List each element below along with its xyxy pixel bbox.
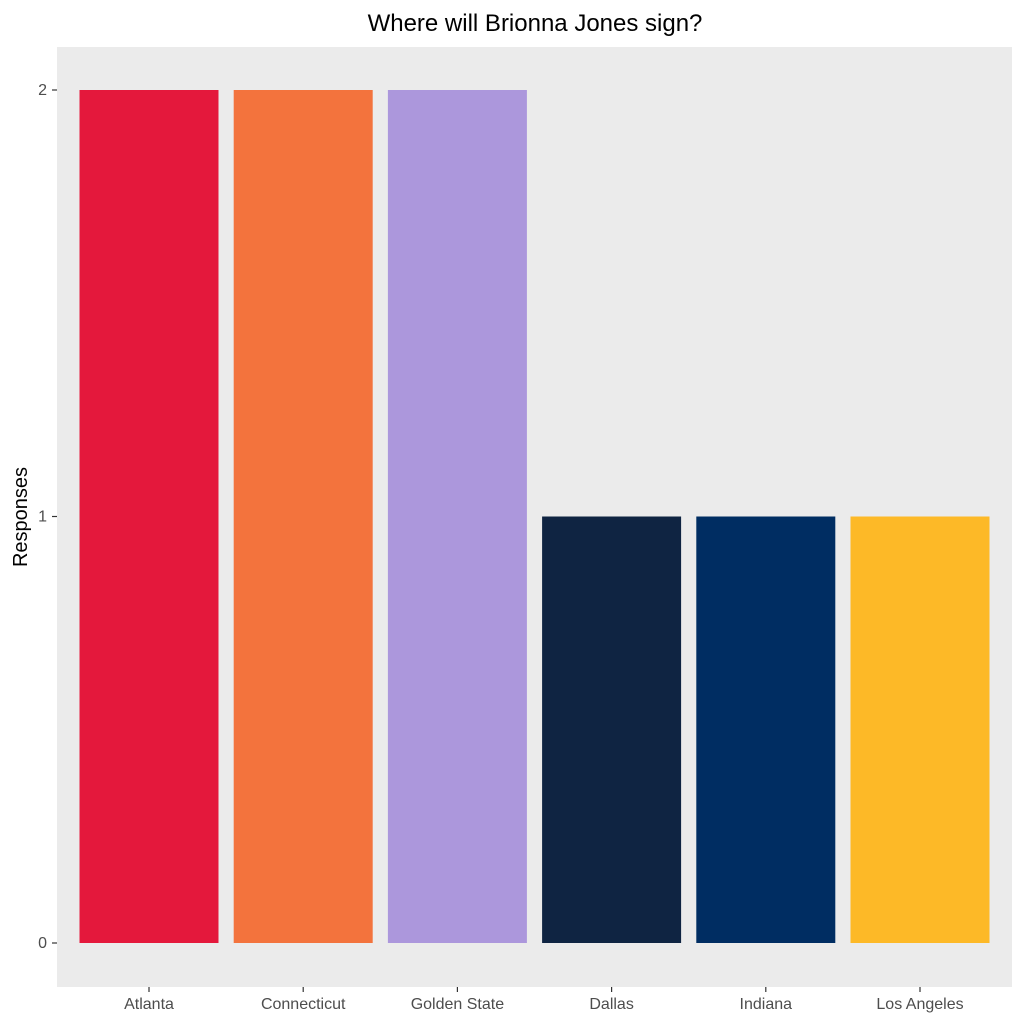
x-tick-label: Dallas <box>589 996 633 1013</box>
bars-layer <box>79 90 990 943</box>
bar-dallas <box>542 516 682 943</box>
x-tick-label: Connecticut <box>261 996 346 1013</box>
bar-connecticut <box>233 90 373 943</box>
chart-title: Where will Brionna Jones sign? <box>368 10 703 37</box>
x-tick-label: Atlanta <box>124 996 174 1013</box>
bar-los-angeles <box>850 516 990 943</box>
bar-atlanta <box>79 90 219 943</box>
x-tick-label: Los Angeles <box>876 996 963 1013</box>
y-tick-label: 1 <box>38 509 47 526</box>
y-axis-label: Responses <box>10 467 32 567</box>
y-tick-label: 2 <box>38 82 47 99</box>
bar-golden-state <box>387 90 527 943</box>
x-axis: Atlanta Connecticut Golden State Dallas Indi… <box>124 987 964 1013</box>
x-tick-label: Indiana <box>740 996 793 1013</box>
x-tick-label: Golden State <box>411 996 505 1013</box>
bar-indiana <box>696 516 836 943</box>
y-tick-label: 0 <box>38 935 47 952</box>
y-axis: 0 1 2 <box>38 82 57 952</box>
